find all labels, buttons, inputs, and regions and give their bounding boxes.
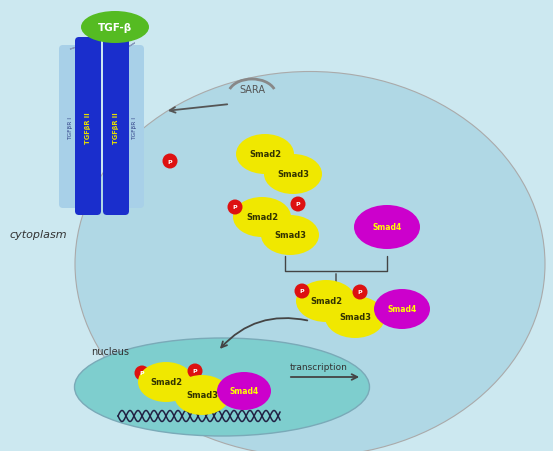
Text: Smad2: Smad2 — [310, 297, 342, 306]
Circle shape — [227, 200, 243, 215]
Ellipse shape — [236, 135, 294, 175]
Circle shape — [352, 285, 368, 300]
Ellipse shape — [325, 296, 385, 338]
Text: P: P — [358, 290, 362, 295]
Text: Smad4: Smad4 — [229, 387, 259, 396]
Circle shape — [290, 197, 305, 212]
Text: cytoplasm: cytoplasm — [9, 230, 67, 239]
Text: P: P — [168, 159, 173, 164]
Ellipse shape — [296, 281, 356, 322]
Ellipse shape — [374, 290, 430, 329]
FancyBboxPatch shape — [59, 46, 82, 208]
Text: TGF-β: TGF-β — [98, 23, 132, 33]
Ellipse shape — [354, 206, 420, 249]
Circle shape — [134, 366, 149, 381]
Text: Smad3: Smad3 — [186, 391, 218, 400]
Ellipse shape — [75, 338, 369, 436]
Text: Smad3: Smad3 — [339, 313, 371, 322]
Text: Smad2: Smad2 — [246, 213, 278, 222]
Text: TGFβR II: TGFβR II — [113, 112, 119, 143]
Text: transcription: transcription — [290, 363, 348, 372]
Text: nucleus: nucleus — [91, 346, 129, 356]
Text: Smad4: Smad4 — [372, 223, 401, 232]
Text: Smad4: Smad4 — [387, 305, 416, 314]
Ellipse shape — [217, 372, 271, 410]
Ellipse shape — [261, 216, 319, 255]
Ellipse shape — [138, 362, 194, 402]
Ellipse shape — [174, 375, 230, 415]
Circle shape — [163, 154, 178, 169]
FancyBboxPatch shape — [103, 38, 129, 216]
Text: SARA: SARA — [239, 85, 265, 95]
Text: P: P — [140, 371, 144, 376]
Text: Smad3: Smad3 — [274, 231, 306, 240]
Text: TGFβR I: TGFβR I — [132, 116, 137, 139]
Text: TGFβR II: TGFβR II — [85, 112, 91, 143]
Text: Smad3: Smad3 — [277, 170, 309, 179]
Text: P: P — [192, 368, 197, 374]
Text: Smad2: Smad2 — [249, 150, 281, 159]
Text: Smad2: Smad2 — [150, 377, 182, 387]
Ellipse shape — [233, 198, 291, 238]
Ellipse shape — [81, 12, 149, 44]
Ellipse shape — [264, 155, 322, 194]
Text: P: P — [300, 289, 304, 294]
Circle shape — [187, 364, 202, 379]
Circle shape — [295, 284, 310, 299]
Text: P: P — [233, 205, 237, 210]
FancyBboxPatch shape — [75, 38, 101, 216]
FancyBboxPatch shape — [121, 46, 144, 208]
Ellipse shape — [75, 72, 545, 451]
Text: P: P — [296, 202, 300, 207]
Text: TGFβR I: TGFβR I — [68, 116, 73, 139]
